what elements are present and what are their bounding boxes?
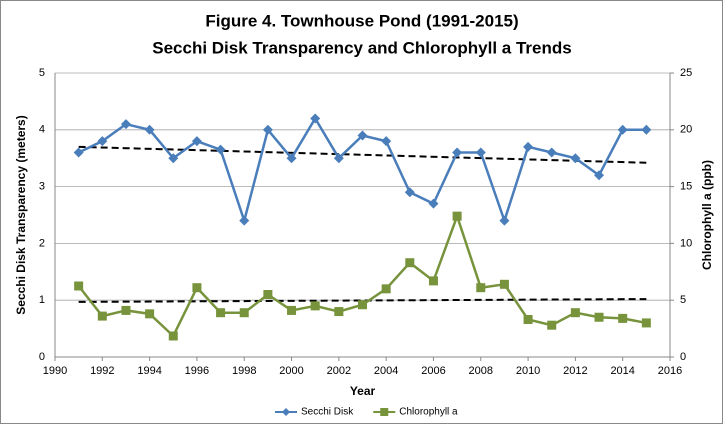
x-tick-label: 1990 (43, 365, 67, 377)
marker (570, 308, 580, 318)
x-tick-label: 1992 (90, 365, 114, 377)
marker (594, 170, 605, 181)
marker (287, 305, 297, 315)
marker (310, 301, 320, 311)
legend-marker (282, 408, 290, 416)
y2-tick-label: 15 (680, 181, 692, 193)
marker (381, 136, 392, 147)
legend-label: Secchi Disk (301, 407, 354, 418)
marker (547, 320, 557, 330)
y-tick-label: 2 (39, 237, 45, 249)
x-tick-label: 1998 (232, 365, 256, 377)
trend-line (78, 145, 647, 164)
y2-tick-label: 5 (680, 294, 686, 306)
marker (263, 290, 273, 300)
marker (334, 307, 344, 317)
marker (452, 211, 462, 221)
marker (121, 305, 131, 315)
x-tick-label: 2014 (610, 365, 634, 377)
y-tick-label: 5 (39, 67, 45, 79)
marker (357, 130, 368, 141)
y2-tick-label: 25 (680, 67, 692, 79)
x-tick-label: 2004 (374, 365, 398, 377)
marker (452, 147, 463, 158)
marker (428, 276, 438, 286)
x-tick-label: 2012 (563, 365, 587, 377)
y-tick-label: 1 (39, 294, 45, 306)
marker (310, 113, 321, 124)
marker (192, 283, 202, 293)
marker (546, 147, 557, 158)
marker (618, 313, 628, 323)
marker (97, 311, 107, 321)
marker (476, 283, 486, 293)
marker (428, 198, 439, 209)
marker (594, 312, 604, 322)
marker (641, 124, 652, 135)
y2-tick-label: 10 (680, 237, 692, 249)
x-tick-label: 2000 (279, 365, 303, 377)
x-tick-label: 1994 (137, 365, 161, 377)
marker (168, 153, 179, 164)
marker (262, 124, 273, 135)
marker (570, 153, 581, 164)
chart-subtitle: Secchi Disk Transparency and Chlorophyll… (152, 38, 571, 57)
marker (286, 153, 297, 164)
y-tick-label: 0 (39, 351, 45, 363)
marker (381, 284, 391, 294)
marker (168, 331, 178, 341)
x-tick-label: 1996 (185, 365, 209, 377)
marker (144, 124, 155, 135)
marker (74, 281, 84, 291)
x-tick-label: 2008 (469, 365, 493, 377)
marker (97, 136, 108, 147)
marker (239, 308, 249, 318)
y-tick-label: 3 (39, 181, 45, 193)
marker (523, 141, 534, 152)
marker (73, 147, 84, 158)
y-tick-label: 4 (39, 124, 45, 136)
marker (215, 144, 226, 155)
marker (358, 300, 367, 310)
y2-tick-label: 0 (680, 351, 686, 363)
marker (499, 279, 509, 289)
x-tick-label: 2002 (327, 365, 351, 377)
marker (404, 187, 415, 198)
marker (239, 215, 250, 226)
x-axis-title: Year (350, 384, 376, 398)
trend-line (78, 298, 647, 303)
y2-tick-label: 20 (680, 124, 692, 136)
marker (145, 309, 155, 319)
x-tick-label: 2010 (516, 365, 540, 377)
marker (617, 124, 628, 135)
marker (405, 258, 415, 268)
y-axis-title: Secchi Disk Transparency (meters) (14, 115, 28, 314)
y2-axis-title: Chlorophyll a (ppb) (700, 160, 714, 270)
chart-title: Figure 4. Townhouse Pond (1991-2015) (205, 11, 518, 30)
x-tick-label: 2016 (658, 365, 682, 377)
marker (475, 147, 486, 158)
marker (499, 215, 510, 226)
marker (641, 318, 651, 328)
marker (333, 153, 344, 164)
marker (523, 315, 533, 325)
marker (191, 136, 202, 147)
marker (216, 308, 226, 318)
legend-marker (380, 408, 389, 416)
marker (120, 119, 131, 130)
x-tick-label: 2006 (421, 365, 445, 377)
legend-label: Chlorophyll a (399, 407, 458, 418)
